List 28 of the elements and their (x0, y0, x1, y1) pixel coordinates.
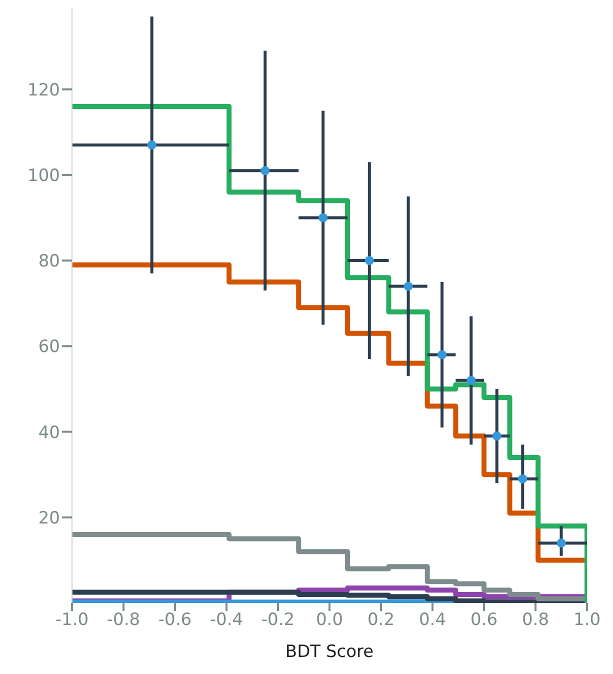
x-tick-label: 0.2 (367, 610, 395, 630)
x-tick-label: 0.6 (470, 610, 498, 630)
point (492, 432, 502, 441)
y-tick-label: 20 (38, 508, 60, 528)
x-tick-label: -1.0 (55, 610, 89, 630)
x-axis-title: BDT Score (285, 642, 374, 662)
x-tick-label: 0.0 (316, 610, 344, 630)
point (147, 140, 156, 150)
x-tick-label: -0.4 (210, 610, 244, 630)
y-tick-label: 60 (38, 337, 60, 358)
y-tick-label: 100 (28, 166, 60, 186)
point (556, 538, 566, 548)
x-tick-label: -0.6 (158, 610, 192, 630)
y-tick-label: 40 (38, 422, 60, 443)
point (318, 213, 328, 222)
point (404, 282, 413, 291)
point (518, 474, 528, 484)
x-tick-label: 0.4 (418, 610, 446, 630)
x-tick-label: 0.8 (522, 610, 550, 630)
x-tick-label: 1.0 (573, 610, 601, 630)
point (438, 350, 447, 360)
x-tick-label: -0.8 (106, 610, 140, 630)
y-tick-label: 120 (28, 80, 60, 100)
point (466, 376, 476, 385)
point (364, 256, 374, 266)
x-tick-label: -0.2 (261, 610, 295, 630)
point (260, 166, 270, 176)
y-tick-label: 80 (38, 252, 60, 272)
